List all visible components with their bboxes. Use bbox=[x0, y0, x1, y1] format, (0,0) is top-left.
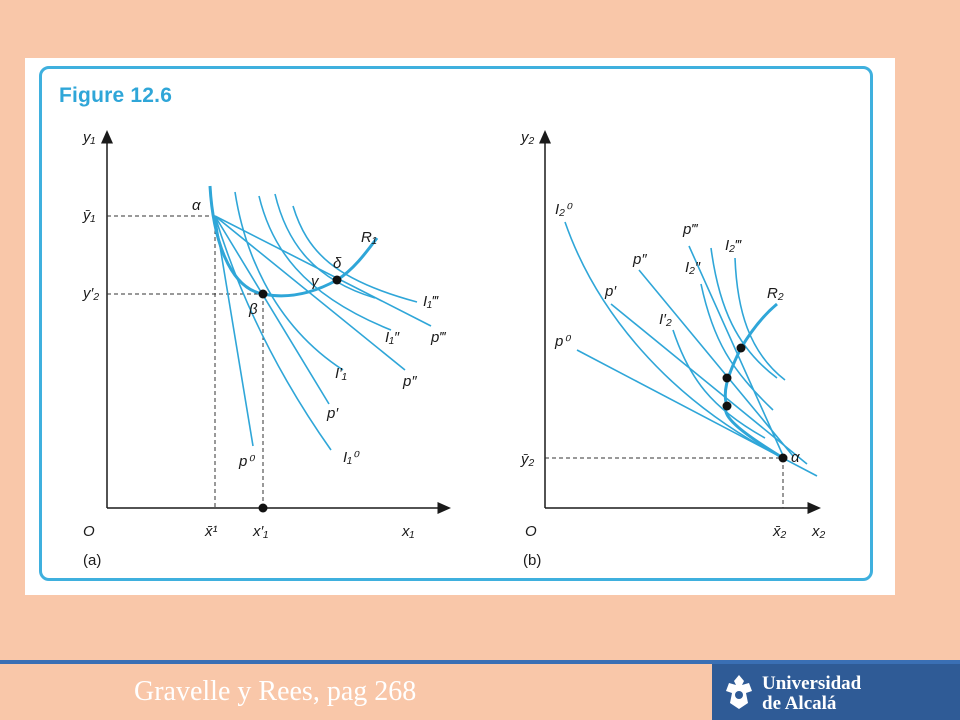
panel-a-caption: (a) bbox=[83, 552, 101, 569]
panel-a-x-axis-label: x₁ bbox=[401, 523, 415, 540]
panel-b-label-I1: I′₂ bbox=[659, 311, 672, 328]
panel-b-caption: (b) bbox=[523, 552, 541, 569]
panel-a-indiff-curve-I1 bbox=[234, 191, 344, 371]
panel-a-label-I3: I₁‴ bbox=[423, 293, 439, 310]
panel-a-price-line-p0 bbox=[214, 215, 254, 447]
panel-b-label-I0: I₂⁰ bbox=[555, 201, 573, 218]
panel-a-point-gamma-label: γ bbox=[311, 273, 320, 290]
panel-a-ybar-tick-label: ȳ₁ bbox=[82, 207, 96, 224]
panel-b-label-I3: I₂‴ bbox=[725, 237, 742, 254]
panel-a-point-beta-label: β bbox=[248, 301, 258, 318]
panel-a-label-I1: I′₁ bbox=[335, 365, 347, 382]
university-logo: Universidad de Alcalá bbox=[712, 664, 960, 720]
panel-b-label-p3: p‴ bbox=[682, 221, 698, 238]
panel-a-point-alpha-label: α bbox=[192, 197, 201, 214]
panel-b: y₂ x₂ O (b) ȳ₂ x̄₂ α I₂⁰ p‴ I₂‴ p″ I₂″ … bbox=[520, 129, 826, 569]
panel-b-point-3 bbox=[736, 343, 746, 353]
panel-a-point-xprime bbox=[258, 503, 268, 513]
panel-b-point-alpha-label: α bbox=[791, 449, 800, 466]
footer-divider bbox=[0, 660, 960, 664]
figure-frame bbox=[39, 66, 873, 581]
panel-b-label-p1: p′ bbox=[604, 283, 617, 300]
panel-a-label-I2: I₁″ bbox=[385, 329, 400, 346]
panel-a-point-delta-label: δ bbox=[333, 255, 342, 272]
panel-a-label-p3: p‴ bbox=[430, 329, 446, 346]
panel-b-xbar-tick-label: x̄₂ bbox=[772, 523, 787, 540]
figure-diagram: y₁ x₁ O (a) ȳ₁ y′₂ x̄¹ x′₁ α β γ δ R₁ I… bbox=[82, 129, 826, 569]
logo-line-2: de Alcalá bbox=[762, 693, 837, 714]
panel-a-price-line-p1 bbox=[214, 215, 330, 405]
panel-b-indiff-curve-I1 bbox=[672, 329, 766, 439]
logo-line-1: Universidad bbox=[762, 673, 862, 694]
panel-b-indiff-curve-extra bbox=[710, 247, 778, 379]
panel-b-point-2 bbox=[722, 373, 732, 383]
panel-a-indiff-curve-I2 bbox=[258, 195, 392, 331]
panel-b-label-R2: R₂ bbox=[767, 285, 784, 302]
panel-b-x-axis-label: x₂ bbox=[811, 523, 826, 540]
panel-b-ybar-tick-label: ȳ₂ bbox=[520, 451, 535, 468]
panel-a-label-p2: p″ bbox=[402, 373, 417, 390]
panel-a-price-line-p3 bbox=[214, 215, 432, 327]
panel-a-indiff-curve-I0 bbox=[214, 215, 332, 451]
panel-b-label-p2: p″ bbox=[632, 251, 647, 268]
source-citation: Gravelle y Rees, pag 268 bbox=[134, 676, 417, 707]
panel-b-point-alpha bbox=[778, 453, 788, 463]
panel-a-label-p0: p⁰ bbox=[238, 453, 255, 470]
panel-b-label-I2: I₂″ bbox=[685, 259, 701, 276]
panel-a: y₁ x₁ O (a) ȳ₁ y′₂ x̄¹ x′₁ α β γ δ R₁ I… bbox=[82, 129, 451, 569]
panel-b-indiff-curve-I3 bbox=[734, 257, 786, 381]
panel-b-y-axis-label: y₂ bbox=[520, 129, 535, 146]
panel-a-label-I0: I₁⁰ bbox=[343, 449, 360, 466]
panel-b-price-line-p2 bbox=[638, 269, 794, 457]
panel-b-indiff-curve-I2 bbox=[700, 283, 774, 411]
panel-a-point-delta bbox=[332, 275, 342, 285]
panel-a-offer-curve-R1 bbox=[208, 185, 379, 298]
panel-b-point-1 bbox=[722, 401, 732, 411]
panel-a-label-R1: R₁ bbox=[361, 229, 377, 246]
panel-b-label-p0: p⁰ bbox=[554, 333, 571, 350]
panel-a-yprime-tick-label: y′₂ bbox=[82, 285, 99, 302]
panel-a-y-axis-label: y₁ bbox=[82, 129, 96, 146]
panel-a-indiff-curve-extra bbox=[274, 193, 376, 299]
panel-a-label-p1: p′ bbox=[326, 405, 339, 422]
panel-a-point-beta bbox=[258, 289, 268, 299]
panel-a-origin-label: O bbox=[83, 523, 95, 540]
panel-a-xprime-tick-label: x′₁ bbox=[252, 523, 268, 540]
panel-b-indiff-curve-I0 bbox=[564, 221, 784, 459]
panel-a-xbar-tick-label: x̄¹ bbox=[204, 523, 218, 540]
figure-title: Figure 12.6 bbox=[59, 84, 173, 107]
panel-b-offer-curve-R2 bbox=[723, 302, 784, 460]
panel-a-indiff-curve-I3 bbox=[292, 205, 418, 303]
crest-icon bbox=[726, 675, 752, 709]
figure-card: Figure 12.6 bbox=[25, 58, 895, 595]
panel-b-origin-label: O bbox=[525, 523, 537, 540]
